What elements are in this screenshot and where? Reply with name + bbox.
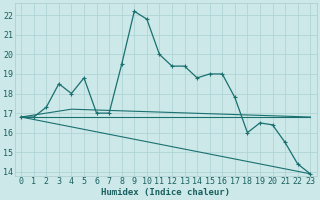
X-axis label: Humidex (Indice chaleur): Humidex (Indice chaleur) bbox=[101, 188, 230, 197]
